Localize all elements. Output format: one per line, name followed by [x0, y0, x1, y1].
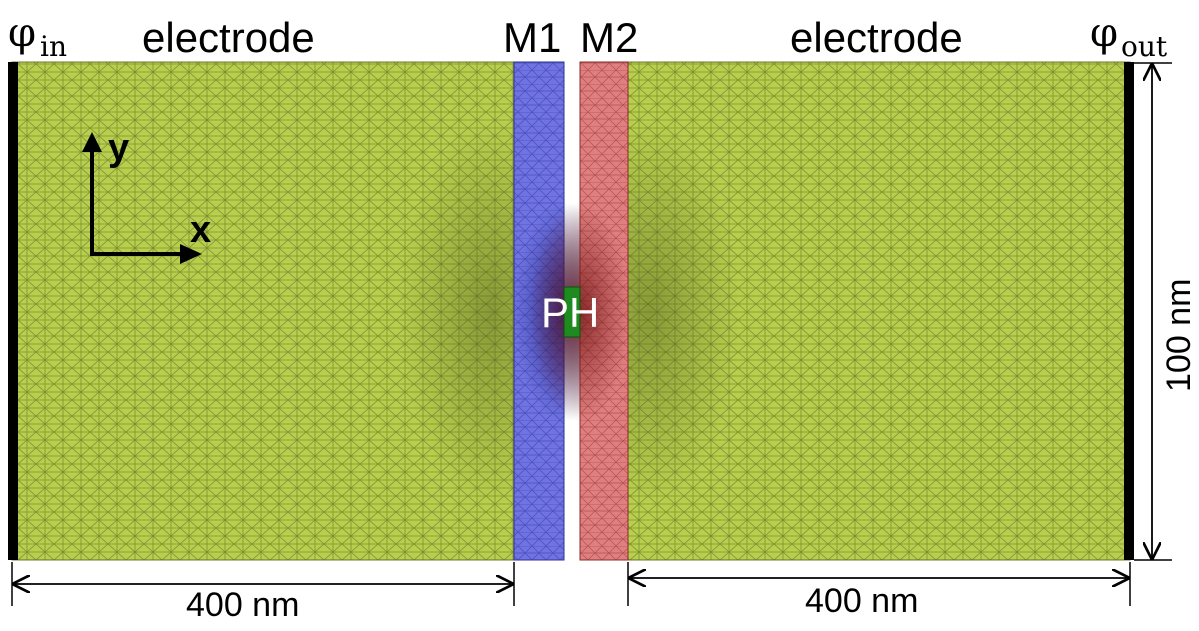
- x-axis-arrowhead: [180, 244, 202, 264]
- axis-indicator: y x: [82, 127, 211, 264]
- dimension-right: 400 nm: [627, 562, 1131, 620]
- phi-in-symbol: φ: [8, 10, 36, 56]
- y-axis-label: y: [108, 127, 129, 169]
- electrode-right-label: electrode: [790, 14, 963, 61]
- contact-out-bar: [1124, 62, 1134, 560]
- m2-label: M2: [580, 14, 638, 61]
- phi-in-subscript: in: [40, 30, 67, 63]
- phi-out-subscript: out: [1121, 30, 1168, 63]
- phi-out-symbol: φ: [1090, 10, 1118, 56]
- dimension-left: 400 nm: [11, 562, 515, 624]
- right-electrode-region: [560, 61, 1131, 561]
- electrode-left-label: electrode: [142, 14, 315, 61]
- contact-in-bar: [8, 62, 18, 560]
- m1-label: M1: [503, 14, 561, 61]
- m2-layer: [530, 61, 630, 561]
- y-axis-arrowhead: [82, 132, 102, 152]
- ph-region: [563, 286, 581, 338]
- dimension-height: 100 nm: [1134, 62, 1198, 561]
- left-electrode-region: [11, 61, 580, 561]
- dim-left-label: 400 nm: [186, 586, 299, 624]
- dim-height-label: 100 nm: [1160, 279, 1198, 392]
- dim-right-label: 400 nm: [805, 582, 918, 620]
- ph-label: PH: [541, 289, 599, 336]
- x-axis-label: x: [190, 209, 211, 251]
